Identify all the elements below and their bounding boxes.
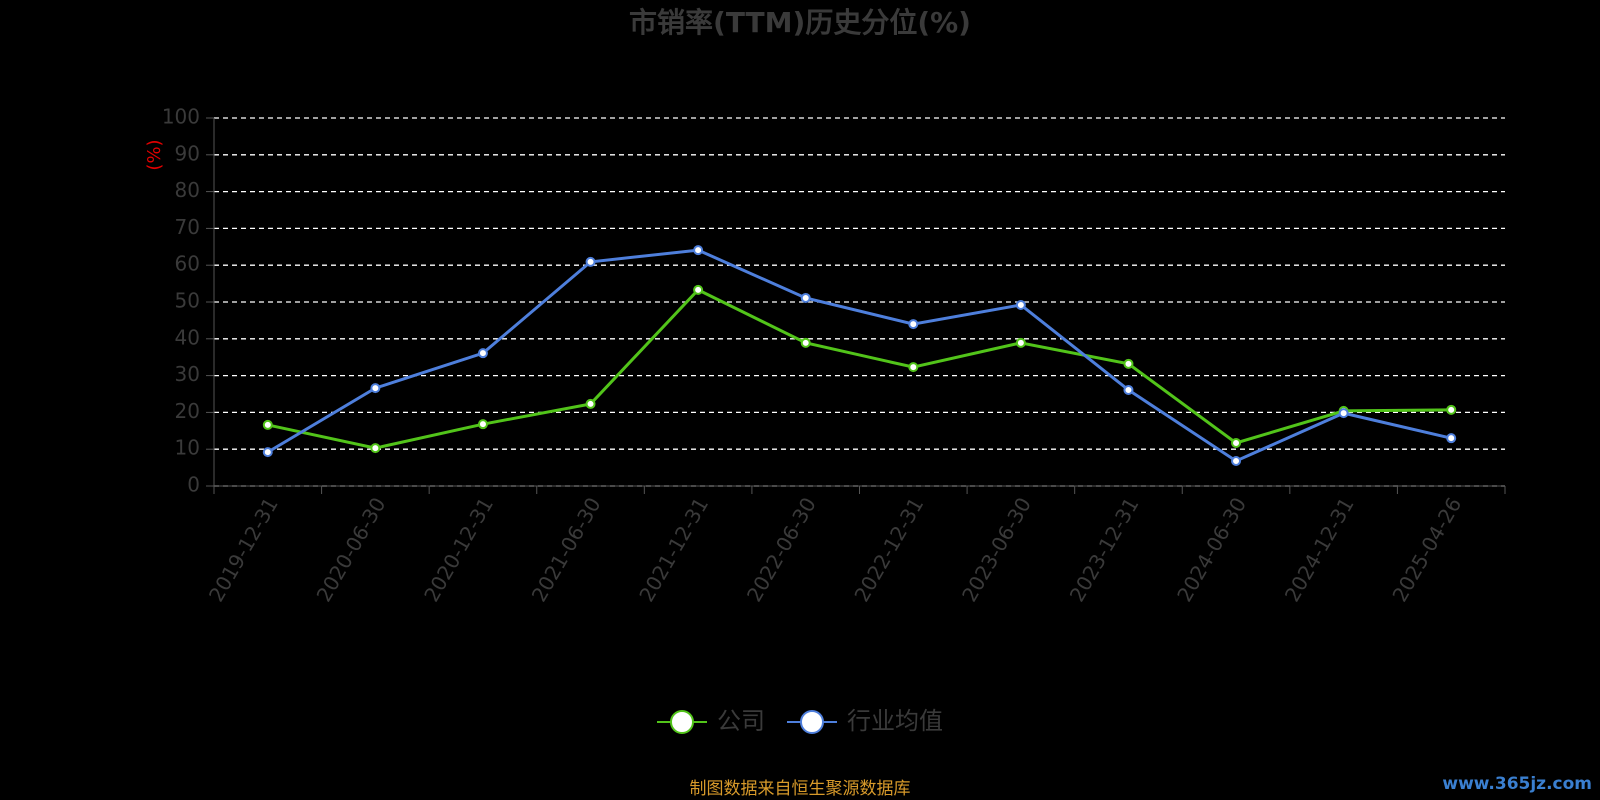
x-tick-label: 2023-12-31 [1065,493,1144,606]
y-tick-label: 70 [175,215,200,239]
point [1231,455,1242,466]
x-tick-label: 2021-06-30 [527,493,606,606]
point [1338,408,1349,419]
x-tick-label: 2019-12-31 [204,493,283,606]
x-tick-label: 2020-06-30 [312,493,391,606]
x-tick-label: 2022-12-31 [849,493,928,606]
watermark: www.365jz.com [1442,774,1592,794]
series-line [267,248,1452,463]
y-axis-label: (%) [144,139,165,170]
point [585,398,596,409]
point [477,348,488,359]
point [908,362,919,373]
point [908,319,919,330]
point [693,284,704,295]
legend-label: 行业均值 [847,707,943,735]
point [800,292,811,303]
legend-marker [800,710,824,734]
y-tick-label: 20 [175,399,200,423]
x-tick-label: 2025-04-26 [1387,493,1466,606]
point [370,383,381,394]
x-tick-label: 2023-06-30 [957,493,1036,606]
point [585,256,596,267]
x-tick-label: 2024-06-30 [1172,493,1251,606]
point [1446,433,1457,444]
source-note: 制图数据来自恒生聚源数据库 [690,779,911,799]
point [262,447,273,458]
x-tick-label: 2024-12-31 [1280,493,1359,606]
series-line [267,288,1452,450]
x-tick-label: 2020-12-31 [419,493,498,606]
legend-label: 公司 [717,707,765,735]
point [370,443,381,454]
point [1015,299,1026,310]
y-tick-label: 30 [175,362,200,386]
point [1446,404,1457,415]
y-tick-label: 10 [175,436,200,460]
y-tick-label: 40 [175,325,200,349]
point [693,245,704,256]
point [1231,437,1242,448]
y-tick-label: 50 [175,289,200,313]
point [1123,358,1134,369]
y-tick-label: 100 [162,105,200,129]
chart-title: 市销率(TTM)历史分位(%) [629,6,971,39]
y-tick-label: 80 [175,178,200,202]
x-tick-label: 2022-06-30 [742,493,821,606]
y-tick-label: 90 [175,141,200,165]
point [1123,384,1134,395]
y-tick-label: 0 [187,473,200,497]
point [477,419,488,430]
point [262,419,273,430]
legend-marker [670,710,694,734]
point [1015,337,1026,348]
point [800,337,811,348]
x-tick-label: 2021-12-31 [634,493,713,606]
y-tick-label: 60 [175,252,200,276]
